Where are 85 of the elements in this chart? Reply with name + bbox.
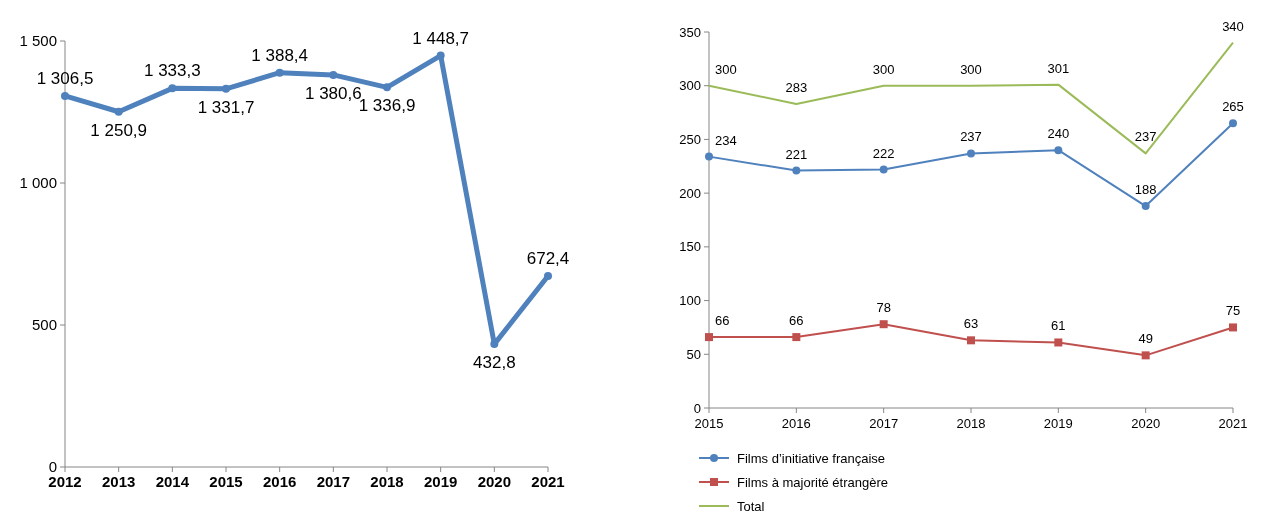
data-label: 237 xyxy=(1134,129,1157,145)
x-tick-label: 2017 xyxy=(869,416,899,431)
x-tick-label: 2021 xyxy=(531,473,565,490)
data-label: 1 331,7 xyxy=(197,97,255,117)
y-tick-label: 300 xyxy=(679,78,701,94)
data-label: 672,4 xyxy=(526,249,570,269)
legend-label: Films à majorité étrangère xyxy=(737,474,888,490)
point xyxy=(114,107,123,116)
point xyxy=(1229,119,1237,128)
point xyxy=(967,336,975,345)
point xyxy=(1054,338,1063,347)
x-tick-label: 2014 xyxy=(155,473,190,490)
data-label: 1 388,4 xyxy=(251,45,309,65)
point xyxy=(705,333,713,342)
data-label: 234 xyxy=(715,132,737,148)
x-tick-label: 2017 xyxy=(316,473,351,490)
x-tick-label: 2016 xyxy=(781,416,811,431)
point xyxy=(792,333,801,342)
y-tick-label: 0 xyxy=(48,458,57,476)
y-tick-label: 50 xyxy=(686,346,701,362)
point xyxy=(879,165,888,174)
point xyxy=(383,83,391,92)
x-tick-label: 2019 xyxy=(423,473,458,490)
data-label: 49 xyxy=(1138,331,1153,347)
y-tick-label: 1 500 xyxy=(19,32,57,50)
y-tick-label: 500 xyxy=(31,316,57,334)
data-label: 66 xyxy=(715,313,730,329)
data-label: 283 xyxy=(785,79,808,95)
point xyxy=(792,166,801,175)
point xyxy=(967,149,975,158)
data-label: 1 333,3 xyxy=(143,61,201,81)
point xyxy=(168,84,177,93)
legend-label: Total xyxy=(737,498,765,514)
data-label: 300 xyxy=(960,61,982,77)
x-tick-label: 2015 xyxy=(694,416,724,431)
data-label: 300 xyxy=(715,61,737,77)
x-tick-label: 2013 xyxy=(101,473,136,490)
legend-label: Films d’initiative française xyxy=(737,450,886,466)
y-tick-label: 150 xyxy=(679,239,701,255)
data-label: 340 xyxy=(1222,18,1244,34)
data-label: 237 xyxy=(960,129,982,145)
x-tick-label: 2018 xyxy=(956,416,986,431)
point xyxy=(436,51,445,60)
point xyxy=(1054,146,1063,155)
point xyxy=(544,272,552,281)
y-tick-label: 350 xyxy=(679,24,701,40)
data-label: 221 xyxy=(785,146,808,162)
y-tick-label: 250 xyxy=(679,131,701,147)
x-tick-label: 2016 xyxy=(262,473,297,490)
data-label: 66 xyxy=(789,313,804,329)
y-tick-label: 200 xyxy=(679,185,701,201)
x-tick-label: 2020 xyxy=(477,473,512,490)
data-label: 301 xyxy=(1047,60,1070,76)
point xyxy=(490,340,499,349)
data-label: 1 448,7 xyxy=(412,28,470,48)
data-label: 300 xyxy=(872,61,895,77)
point xyxy=(222,84,230,93)
point xyxy=(1141,351,1150,360)
data-label: 188 xyxy=(1134,182,1157,198)
data-label: 240 xyxy=(1047,126,1070,142)
data-label: 78 xyxy=(876,300,891,316)
data-label: 63 xyxy=(963,316,979,332)
y-tick-label: 1 000 xyxy=(19,174,57,192)
data-label: 222 xyxy=(872,145,895,161)
x-tick-label: 2019 xyxy=(1043,416,1073,431)
data-label: 432,8 xyxy=(473,353,516,373)
y-tick-label: 0 xyxy=(693,400,701,416)
y-tick-label: 100 xyxy=(679,293,701,309)
point xyxy=(879,320,888,329)
data-label: 265 xyxy=(1222,99,1244,115)
point xyxy=(1229,323,1237,332)
data-label: 75 xyxy=(1225,303,1241,319)
x-tick-label: 2020 xyxy=(1131,416,1161,431)
data-label: 61 xyxy=(1051,318,1066,334)
x-tick-label: 2012 xyxy=(48,473,82,490)
x-tick-label: 2018 xyxy=(370,473,404,490)
point xyxy=(329,70,338,79)
data-label: 1 306,5 xyxy=(36,68,94,88)
x-tick-label: 2015 xyxy=(209,473,243,490)
point xyxy=(1141,202,1150,211)
point xyxy=(705,152,713,161)
point xyxy=(275,68,284,77)
point xyxy=(61,91,69,100)
data-label: 1 250,9 xyxy=(90,120,148,140)
x-tick-label: 2021 xyxy=(1218,416,1248,431)
